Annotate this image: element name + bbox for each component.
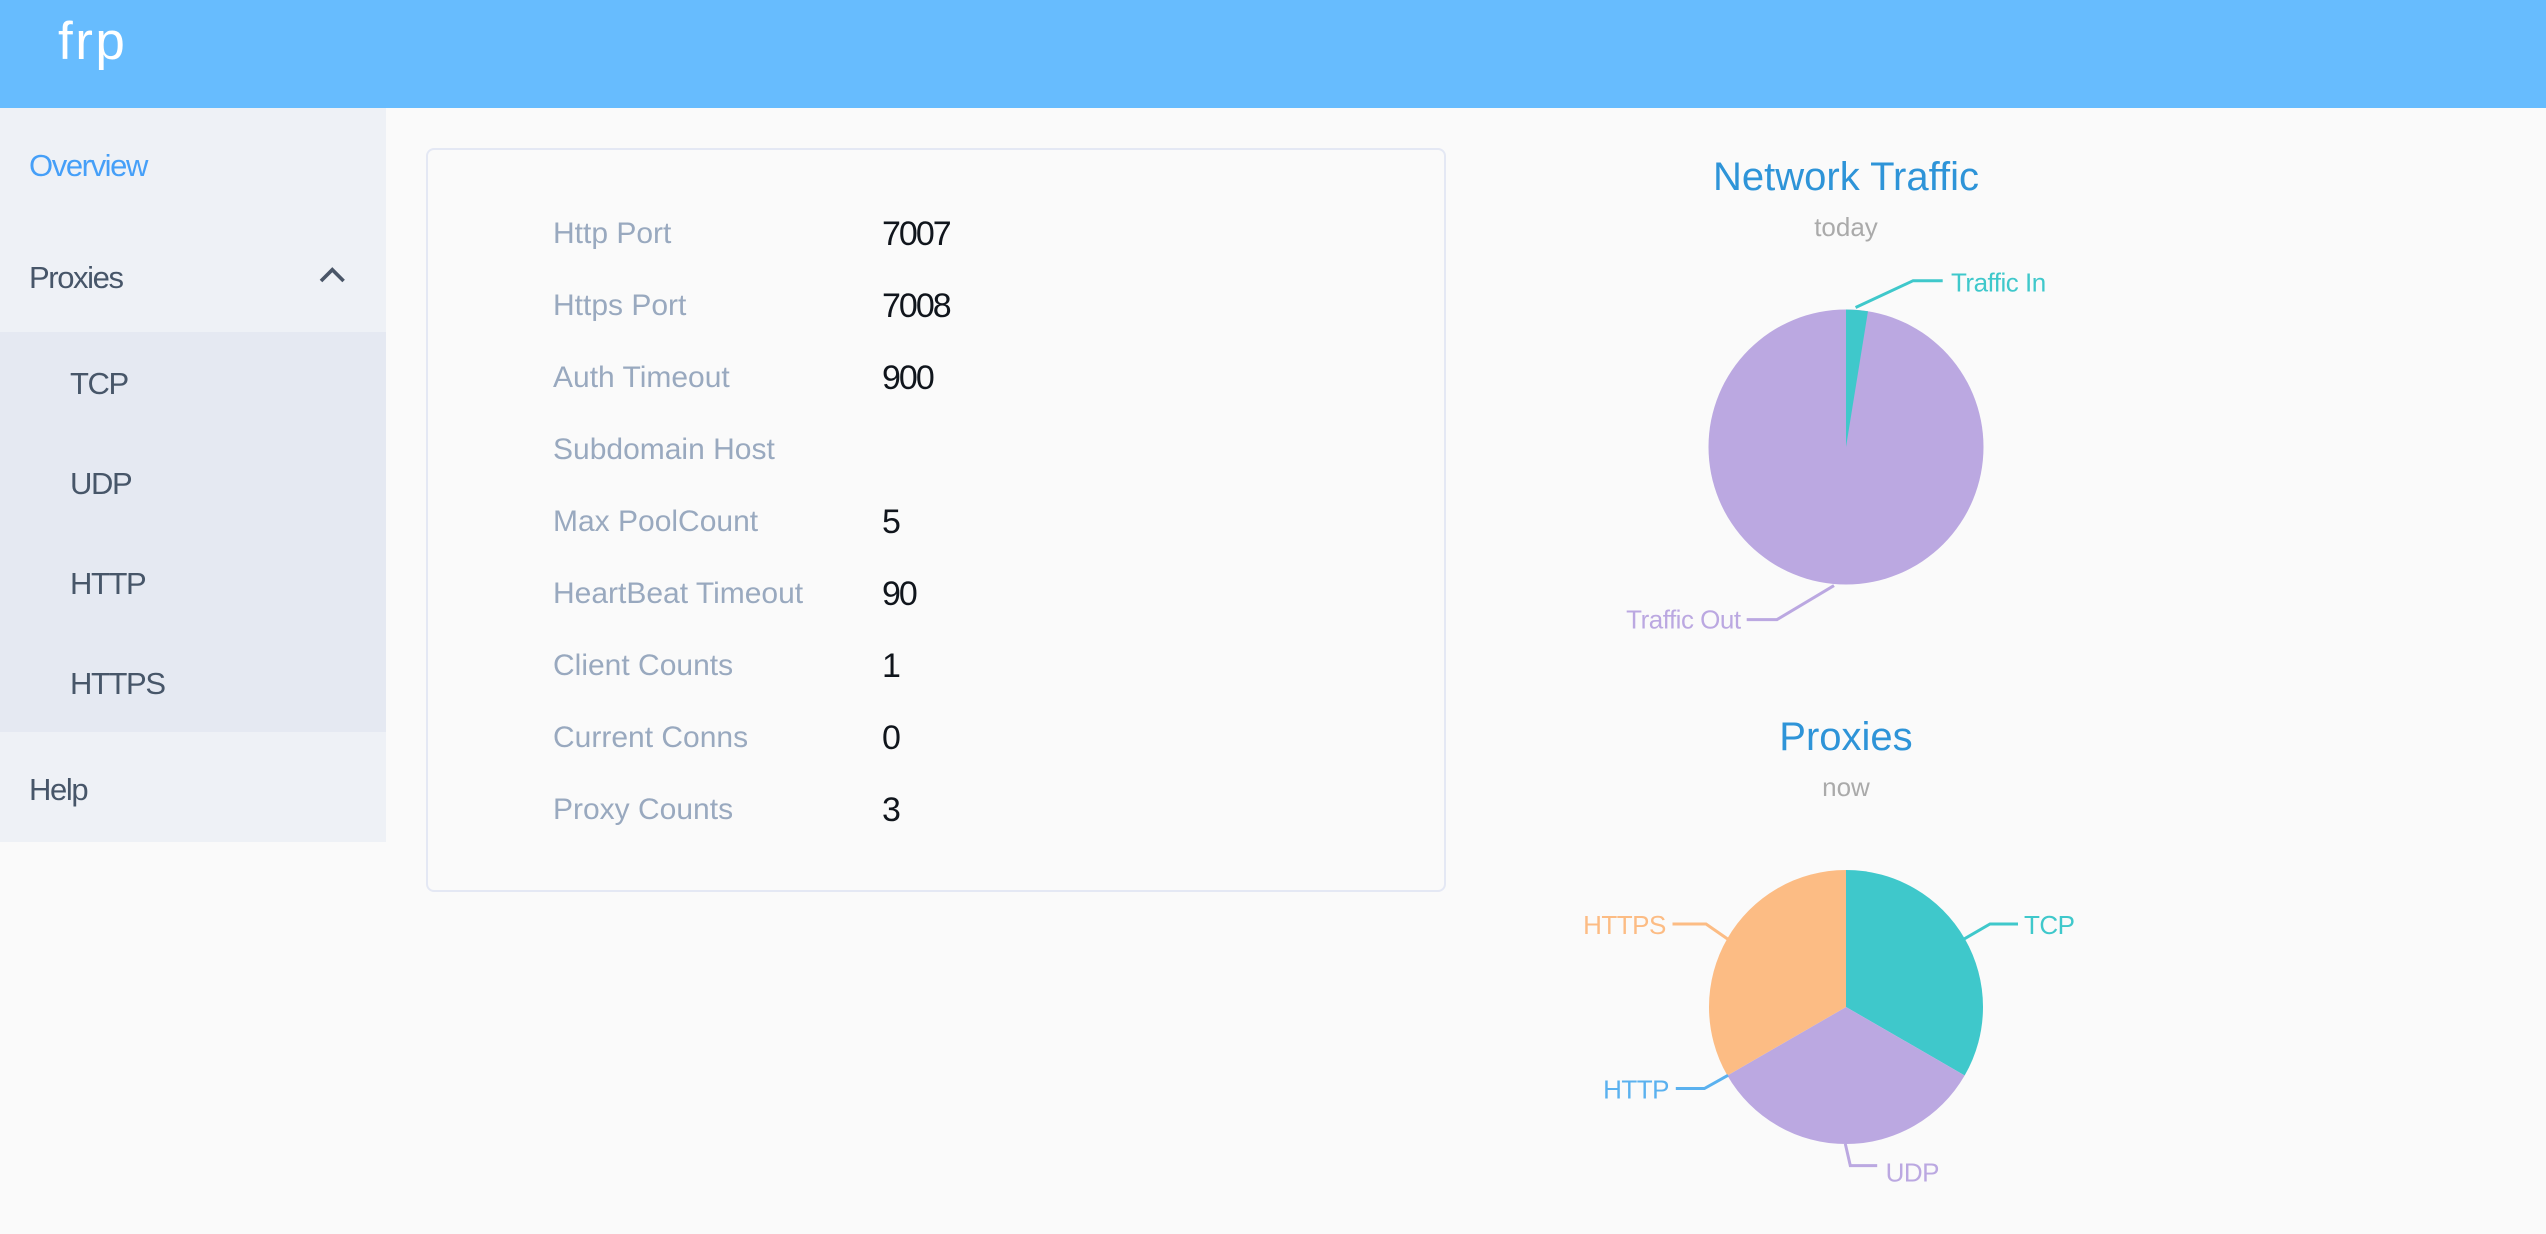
svg-text:HTTP: HTTP: [1603, 1075, 1669, 1105]
svg-text:UDP: UDP: [1886, 1157, 1939, 1187]
svg-text:TCP: TCP: [2024, 910, 2075, 940]
svg-text:Traffic In: Traffic In: [1951, 268, 2046, 298]
svg-text:Traffic Out: Traffic Out: [1626, 605, 1742, 635]
svg-text:HTTPS: HTTPS: [1583, 910, 1666, 940]
